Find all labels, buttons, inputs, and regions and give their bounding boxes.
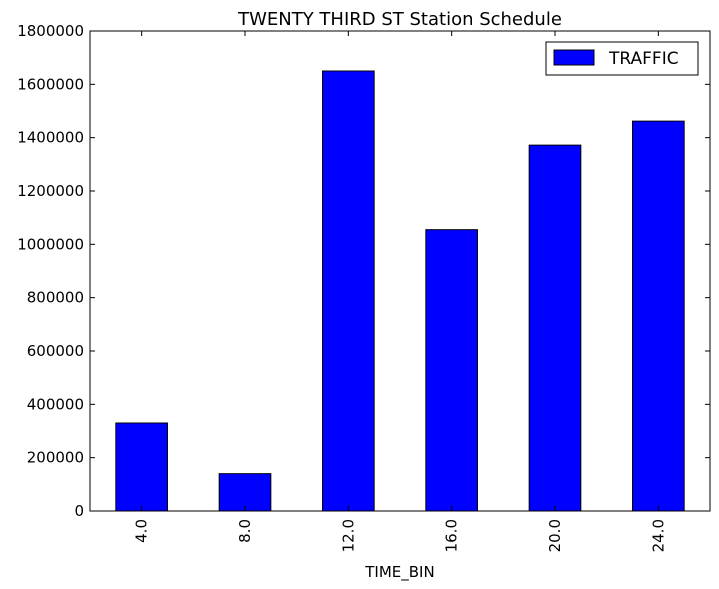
y-tick-label: 1400000 (17, 129, 84, 147)
bar-8-0 (218, 473, 272, 512)
bar-16-0 (425, 229, 479, 512)
y-tick-label: 1200000 (17, 182, 84, 200)
y-tick-label: 1600000 (17, 75, 84, 93)
y-tick-label: 800000 (27, 289, 84, 307)
plot-frame (89, 30, 711, 512)
bars (115, 70, 685, 512)
x-tick-label: 12.0 (339, 519, 357, 552)
legend-swatch (553, 49, 595, 66)
chart-title: TWENTY THIRD ST Station Schedule (237, 9, 562, 30)
x-axis-ticks: 4.0 8.0 12.0 16.0 20.0 24.0 (133, 31, 667, 552)
bar-4-0 (115, 422, 169, 512)
bar-20-0 (528, 144, 582, 512)
legend-label: TRAFFIC (608, 49, 679, 69)
legend: TRAFFIC (545, 41, 699, 76)
x-axis-label: TIME_BIN (364, 563, 434, 582)
y-axis-ticks: 0 200000 400000 600000 800000 1000000 1200000 1… (17, 22, 710, 520)
x-tick-label: 24.0 (649, 519, 667, 552)
y-tick-label: 400000 (27, 395, 84, 413)
bar-12-0 (322, 70, 375, 512)
x-tick-label: 16.0 (443, 519, 461, 552)
x-tick-label: 20.0 (546, 519, 564, 552)
y-tick-label: 200000 (27, 449, 84, 467)
y-tick-label: 1800000 (17, 22, 84, 40)
x-tick-label: 4.0 (133, 519, 151, 543)
y-tick-label: 1000000 (17, 235, 84, 253)
plot-background (90, 31, 710, 511)
y-tick-label: 0 (74, 502, 84, 520)
y-tick-label: 600000 (27, 342, 84, 360)
bar-24-0 (632, 120, 685, 512)
x-tick-label: 8.0 (236, 519, 254, 543)
